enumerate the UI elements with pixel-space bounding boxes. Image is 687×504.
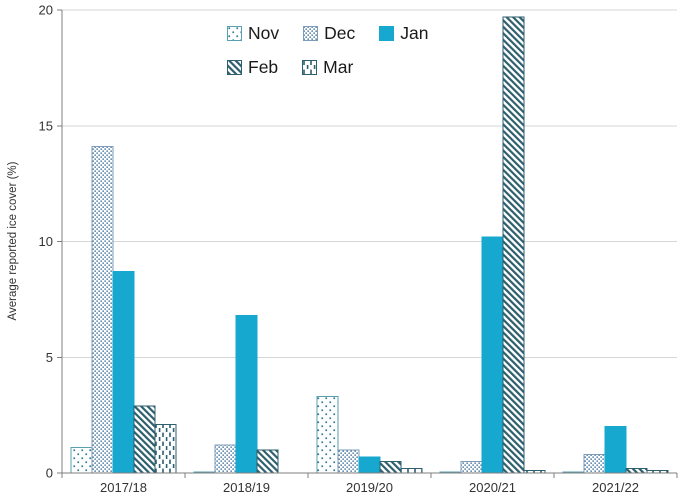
bar-mar-2 [400, 467, 423, 474]
legend-label-dec: Dec [324, 23, 356, 43]
bar-dec-1 [214, 444, 237, 474]
y-axis-tick-label-20: 20 [39, 3, 53, 18]
legend-item-jan: Jan [379, 23, 428, 44]
bar-dec-3 [460, 460, 483, 474]
x-axis-label-0: 2017/18 [100, 480, 147, 495]
legend-swatch-jan-icon [379, 26, 395, 41]
bar-feb-2 [379, 460, 402, 474]
x-axis-label-1: 2018/19 [223, 480, 270, 495]
legend-swatch-mar-icon [302, 60, 318, 75]
legend-label-jan: Jan [400, 23, 429, 43]
bar-nov-0 [70, 447, 93, 474]
bar-jan-1 [235, 315, 258, 474]
y-axis-tick-label-15: 15 [39, 118, 53, 133]
y-axis-tick-label-5: 5 [46, 350, 53, 365]
bar-jan-2 [358, 456, 381, 474]
bars [70, 16, 669, 474]
axis-labels: 0 5 10 15 20 2017/18 2018/19 2019/20 2020/21 2021… [39, 3, 639, 496]
bar-feb-3 [502, 16, 525, 474]
legend-item-feb: Feb [227, 57, 278, 78]
bar-jan-0 [112, 271, 135, 474]
legend: Nov Dec Jan Feb Mar [227, 23, 473, 78]
bar-dec-4 [583, 453, 606, 474]
x-axis-label-2: 2019/20 [346, 480, 393, 495]
bar-dec-0 [91, 146, 114, 474]
axes [57, 9, 678, 478]
x-axis-label-4: 2021/22 [592, 480, 639, 495]
legend-label-nov: Nov [248, 23, 280, 43]
y-axis-tick-label-0: 0 [46, 466, 53, 481]
bar-nov-2 [316, 396, 339, 474]
legend-label-mar: Mar [323, 57, 354, 77]
bar-feb-4 [625, 467, 648, 474]
y-axis-title: Average reported ice cover (%) [7, 161, 19, 320]
bar-feb-0 [133, 405, 156, 474]
bar-jan-3 [481, 236, 504, 474]
legend-swatch-nov-icon [227, 26, 242, 41]
legend-swatch-feb-icon [227, 60, 242, 75]
x-axis-label-3: 2020/21 [469, 480, 516, 495]
bar-dec-2 [337, 449, 360, 474]
legend-item-nov: Nov [227, 23, 279, 44]
bar-jan-4 [604, 426, 627, 474]
legend-item-dec: Dec [303, 23, 355, 44]
bar-feb-1 [256, 449, 279, 474]
legend-item-mar: Mar [302, 57, 353, 78]
gridlines [62, 9, 677, 358]
legend-label-feb: Feb [248, 57, 279, 77]
legend-swatch-dec-icon [303, 26, 319, 41]
bar-mar-0 [154, 423, 177, 474]
y-axis-tick-label-10: 10 [39, 234, 53, 249]
